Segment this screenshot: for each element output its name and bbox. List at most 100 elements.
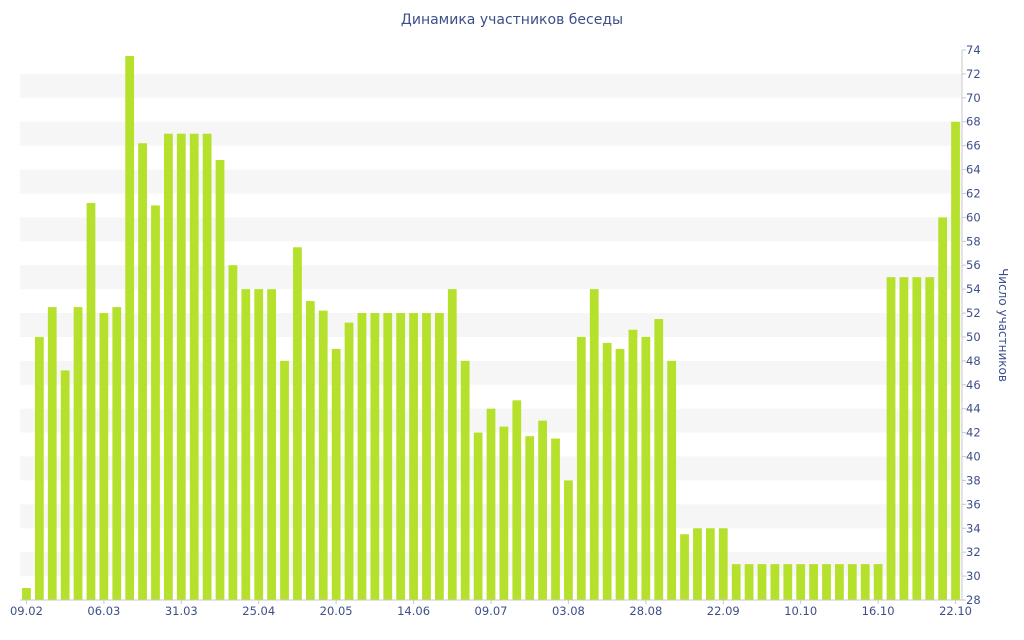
- bar: [73, 307, 83, 600]
- x-tick-label: 09.02: [10, 604, 43, 618]
- bar: [305, 301, 315, 600]
- y-ticks: 28 30 32 34 36 38 40 42 44 46 48 50 52 54 56 58 60 62 64 66…: [962, 43, 981, 607]
- y-tick-label: 42: [966, 426, 981, 440]
- y-tick-label: 74: [966, 43, 981, 57]
- bar: [499, 426, 509, 600]
- bar: [344, 322, 354, 600]
- x-ticks: 09.02 06.03 31.03 25.04 20.05 14.06 09.07 03.08…: [10, 600, 972, 618]
- x-tick-label: 10.10: [784, 604, 817, 618]
- y-tick-label: 28: [966, 593, 981, 607]
- x-tick-label: 28.08: [629, 604, 662, 618]
- bar: [60, 370, 70, 600]
- bar: [189, 133, 199, 600]
- y-tick-label: 40: [966, 450, 981, 464]
- bar: [783, 564, 793, 600]
- bar: [886, 277, 896, 600]
- x-tick-label: 06.03: [87, 604, 120, 618]
- bar: [860, 564, 870, 600]
- bar: [473, 432, 483, 600]
- y-tick-label: 66: [966, 139, 981, 153]
- bar: [628, 329, 638, 600]
- bar: [654, 319, 664, 600]
- bar: [757, 564, 767, 600]
- bar: [796, 564, 806, 600]
- bar: [435, 313, 444, 600]
- bar: [447, 289, 457, 600]
- bar: [34, 336, 44, 600]
- bar: [667, 360, 677, 600]
- y-tick-label: 36: [966, 497, 981, 511]
- bar: [564, 480, 573, 600]
- bar: [22, 588, 31, 600]
- bar: [835, 564, 844, 600]
- y-tick-label: 32: [966, 545, 981, 559]
- y-tick-label: 58: [966, 234, 981, 248]
- y-tick-label: 30: [966, 569, 981, 583]
- y-tick-label: 48: [966, 354, 981, 368]
- bar: [241, 289, 251, 600]
- bars: [22, 55, 960, 601]
- y-tick-label: 50: [966, 330, 981, 344]
- bar: [744, 564, 754, 600]
- y-tick-label: 46: [966, 378, 981, 392]
- bar: [938, 217, 948, 600]
- bar: [396, 313, 406, 600]
- y-tick-label: 68: [966, 115, 981, 129]
- y-tick-label: 34: [966, 521, 981, 535]
- y-tick-label: 44: [966, 402, 981, 416]
- bar: [409, 313, 418, 600]
- bar: [899, 277, 909, 600]
- bar: [99, 313, 109, 600]
- x-tick-label: 22.09: [707, 604, 740, 618]
- bar: [602, 342, 612, 600]
- bar: [164, 133, 173, 600]
- grid-band: [20, 360, 962, 385]
- bar: [770, 564, 780, 600]
- bar: [641, 336, 651, 600]
- bar: [589, 289, 599, 600]
- x-tick-label: 14.06: [397, 604, 430, 618]
- bar: [705, 528, 715, 600]
- bar: [86, 203, 96, 601]
- x-tick-label: 20.05: [320, 604, 353, 618]
- bar: [176, 133, 186, 600]
- bar: [460, 360, 470, 600]
- bar: [925, 277, 935, 600]
- x-tick-label: 03.08: [552, 604, 585, 618]
- bar: [215, 160, 225, 600]
- bar: [847, 564, 857, 600]
- bar: [254, 289, 264, 600]
- grid-band: [20, 169, 962, 194]
- bar: [512, 400, 522, 600]
- bar: [318, 310, 328, 600]
- bar: [551, 438, 560, 600]
- bar: [228, 265, 238, 600]
- bar: [383, 313, 393, 600]
- bar: [615, 348, 625, 600]
- bar: [422, 313, 431, 600]
- x-tick-label: 16.10: [862, 604, 895, 618]
- bar: [809, 564, 818, 600]
- y-axis-label: Число участников: [996, 268, 1010, 382]
- bar: [47, 307, 57, 600]
- bar: [280, 360, 289, 600]
- bar: [538, 420, 547, 600]
- bar: [112, 307, 122, 600]
- bar: [951, 121, 960, 601]
- bar: [293, 247, 302, 600]
- bar: [357, 313, 367, 600]
- grid-band: [20, 265, 962, 290]
- bar: [718, 528, 728, 600]
- x-tick-label: 25.04: [242, 604, 275, 618]
- grid-band: [20, 217, 962, 242]
- grid-band: [20, 313, 962, 337]
- bar: [912, 277, 922, 600]
- x-tick-label: 22.10: [939, 604, 972, 618]
- bar: [138, 143, 147, 600]
- bar: [731, 564, 741, 600]
- bar: [486, 408, 496, 600]
- y-tick-label: 72: [966, 67, 981, 81]
- bar: [693, 528, 702, 600]
- y-tick-label: 62: [966, 186, 981, 200]
